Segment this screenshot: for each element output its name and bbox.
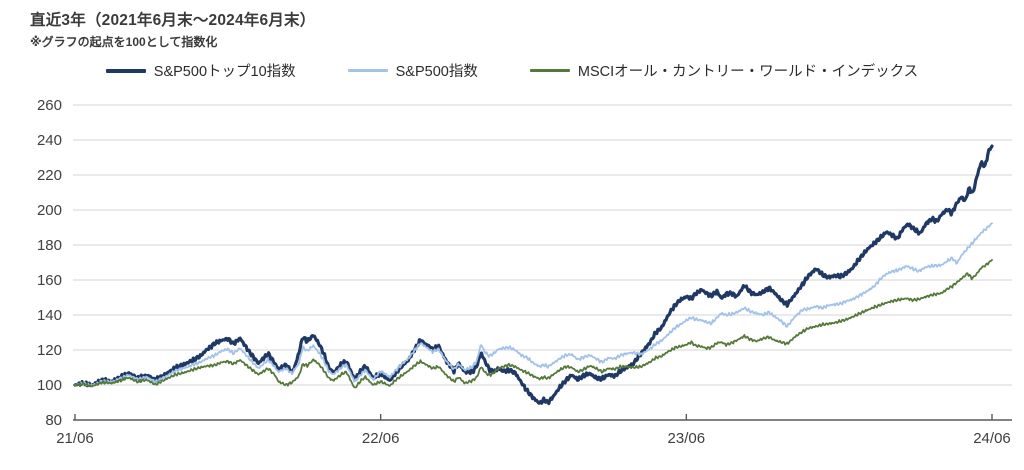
- legend-line-swatch-green: [529, 69, 570, 72]
- x-axis-tick-label: 22/06: [362, 430, 400, 447]
- y-axis-tick-label: 100: [37, 377, 62, 394]
- y-axis-tick-label: 80: [45, 412, 62, 429]
- legend-line-swatch-navy: [105, 68, 146, 73]
- legend-item-sp500: S&P500指数: [347, 60, 478, 81]
- y-axis-tick-label: 240: [37, 132, 62, 149]
- y-axis-tick-label: 260: [37, 97, 62, 114]
- y-axis-tick-label: 140: [37, 307, 62, 324]
- legend-item-msci-acwi: MSCIオール・カントリー・ワールド・インデックス: [529, 60, 919, 81]
- legend-item-sp500-top10: S&P500トップ10指数: [105, 60, 296, 81]
- y-axis-tick-label: 160: [37, 272, 62, 289]
- series-line-sp500: [74, 222, 993, 387]
- y-axis-tick-label: 120: [37, 342, 62, 359]
- chart-title: 直近3年（2021年6月末～2024年6月末）: [30, 12, 316, 29]
- chart-header: 直近3年（2021年6月末～2024年6月末） ※グラフの起点を100として指数…: [30, 8, 315, 50]
- chart-legend: S&P500トップ10指数 S&P500指数 MSCIオール・カントリー・ワール…: [0, 60, 1024, 81]
- legend-line-swatch-lightblue: [347, 69, 388, 72]
- legend-label: S&P500トップ10指数: [153, 64, 296, 80]
- y-axis-tick-label: 180: [37, 237, 62, 254]
- chart-note: ※グラフの起点を100として指数化: [30, 35, 218, 49]
- y-axis-tick-label: 200: [37, 202, 62, 219]
- x-axis-tick-label: 24/06: [973, 430, 1011, 447]
- series-line-sp500-top10: [73, 144, 994, 406]
- x-axis-tick-label: 23/06: [668, 430, 706, 447]
- legend-label: S&P500指数: [395, 64, 478, 80]
- y-axis-tick-label: 220: [37, 167, 62, 184]
- series-line-msci-acwi: [74, 258, 993, 389]
- legend-label: MSCIオール・カントリー・ワールド・インデックス: [577, 64, 919, 80]
- x-axis-tick-label: 21/06: [56, 430, 94, 447]
